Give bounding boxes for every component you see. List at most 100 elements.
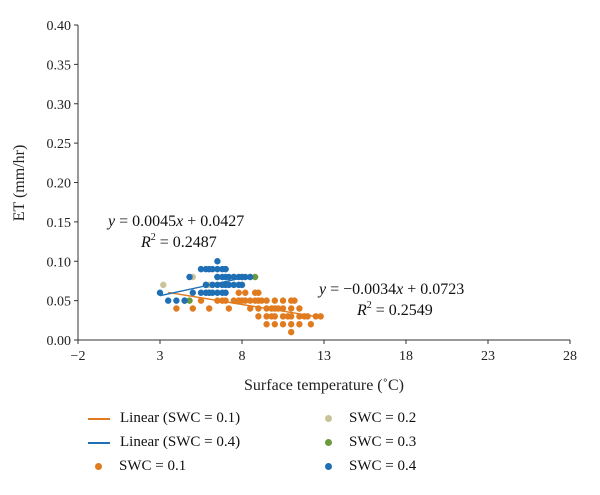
legend-item: Linear (SWC = 0.1)	[88, 410, 240, 427]
point-swc-0-4	[214, 273, 221, 281]
point-swc-0-1	[271, 321, 278, 328]
legend-item: Linear (SWC = 0.4)	[88, 434, 240, 451]
point-swc-0-1	[296, 321, 303, 328]
legend-dot-swatch	[95, 463, 102, 470]
point-swc-0-1	[225, 305, 233, 312]
point-swc-0-1	[263, 297, 270, 304]
point-swc-0-1	[271, 313, 278, 320]
point-swc-0-4	[209, 289, 216, 296]
point-swc-0-1	[288, 321, 295, 328]
point-swc-0-4	[186, 273, 193, 281]
y-tick-label: 0.15	[47, 216, 72, 231]
point-swc-0-4	[225, 281, 233, 289]
point-swc-0-1	[288, 313, 295, 320]
legend-label: Linear (SWC = 0.4)	[120, 434, 241, 450]
legend-dot-swatch	[325, 415, 332, 422]
legend: Linear (SWC = 0.1) SWC = 0.2 Linear (SWC =…	[88, 410, 508, 490]
point-swc-0-3	[251, 273, 259, 281]
point-swc-0-1	[258, 297, 265, 304]
equation-swc01: y = −0.0034x + 0.0723 R2 = 0.2549	[317, 281, 464, 319]
point-swc-0-1	[173, 305, 180, 312]
point-swc-0-1	[307, 321, 315, 328]
point-swc-0-1	[271, 297, 278, 304]
point-swc-0-4	[222, 289, 229, 296]
equation-swc01-line: y = −0.0034x + 0.0723	[317, 281, 464, 298]
x-tick-label: 8	[239, 349, 246, 364]
point-swc-0-4	[156, 289, 164, 296]
legend-label: SWC = 0.2	[349, 410, 417, 426]
point-swc-0-1	[242, 289, 249, 296]
x-tick-label: −2	[71, 349, 86, 364]
legend-item: SWC = 0.1	[88, 458, 186, 475]
data-points	[156, 258, 324, 336]
point-swc-0-4	[214, 258, 221, 265]
point-swc-0-4	[189, 289, 196, 296]
legend-item: SWC = 0.4	[318, 458, 416, 475]
y-tick-label: 0.25	[47, 137, 72, 152]
point-swc-0-1	[247, 305, 254, 312]
point-swc-0-4	[197, 289, 205, 296]
y-tick-label: 0.10	[47, 255, 72, 270]
legend-label: Linear (SWC = 0.1)	[120, 410, 241, 426]
x-tick-label: 23	[481, 349, 495, 364]
point-swc-0-3	[186, 297, 193, 304]
equation-swc04-line: y = 0.0045x + 0.0427	[106, 213, 244, 230]
legend-label: SWC = 0.1	[119, 458, 187, 474]
y-tick-label: 0.05	[47, 295, 72, 310]
point-swc-0-1	[263, 313, 270, 320]
point-swc-0-4	[214, 289, 221, 296]
y-axis-title: ET (mm/hr)	[11, 145, 28, 222]
y-tick-label: 0.40	[47, 19, 72, 34]
y-tick-label: 0.00	[47, 334, 72, 349]
equation-swc04: y = 0.0045x + 0.0427 R2 = 0.2487	[106, 213, 244, 251]
y-tick-label: 0.20	[47, 177, 72, 192]
point-swc-0-1	[255, 313, 262, 320]
point-swc-0-1	[189, 305, 196, 312]
point-swc-0-1	[279, 313, 287, 320]
point-swc-0-4	[230, 273, 237, 281]
point-swc-0-1	[288, 297, 295, 304]
legend-line-swatch	[88, 441, 110, 444]
point-swc-0-1	[235, 289, 242, 296]
x-ticks: −2 3 8 13 18 23 28	[71, 340, 577, 364]
r-squared-swc01: R2 = 0.2549	[356, 300, 433, 319]
point-swc-0-1	[206, 305, 213, 312]
legend-line-swatch	[88, 417, 110, 420]
point-swc-0-4	[209, 265, 216, 273]
y-tick-label: 0.35	[47, 58, 72, 73]
x-tick-label: 3	[157, 349, 164, 364]
point-swc-0-4	[214, 265, 221, 273]
x-tick-label: 13	[317, 349, 331, 364]
point-swc-0-1	[197, 297, 205, 304]
point-swc-0-4	[230, 281, 237, 289]
point-swc-0-1	[279, 297, 287, 304]
legend-item: SWC = 0.2	[318, 410, 416, 427]
point-swc-0-1	[279, 321, 287, 328]
point-swc-0-4	[225, 273, 233, 281]
y-ticks: 0.00 0.05 0.10 0.15 0.20 0.25 0.30 0.35 0.40	[47, 19, 78, 349]
point-swc-0-4	[173, 297, 180, 304]
point-swc-0-1	[296, 305, 303, 312]
r-squared-swc04: R2 = 0.2487	[140, 232, 217, 251]
point-swc-0-1	[279, 305, 287, 312]
point-swc-0-4	[165, 297, 172, 304]
point-swc-0-1	[247, 297, 254, 304]
trendline-linear-swc-0-1-	[168, 291, 321, 319]
point-swc-0-2	[160, 281, 167, 289]
x-tick-label: 28	[563, 349, 577, 364]
x-tick-label: 18	[399, 349, 413, 364]
point-swc-0-1	[255, 289, 262, 296]
point-swc-0-1	[263, 321, 270, 328]
point-swc-0-4	[222, 265, 229, 273]
point-swc-0-1	[317, 313, 324, 320]
point-swc-0-1	[288, 328, 295, 336]
point-swc-0-4	[181, 297, 188, 304]
point-swc-0-4	[247, 273, 254, 281]
legend-label: SWC = 0.4	[349, 458, 417, 474]
point-swc-0-4	[238, 281, 246, 289]
point-swc-0-1	[242, 297, 249, 304]
trendline-linear-swc-0-4-	[159, 275, 251, 297]
legend-dot-swatch	[325, 439, 332, 446]
point-swc-0-4	[197, 265, 205, 273]
